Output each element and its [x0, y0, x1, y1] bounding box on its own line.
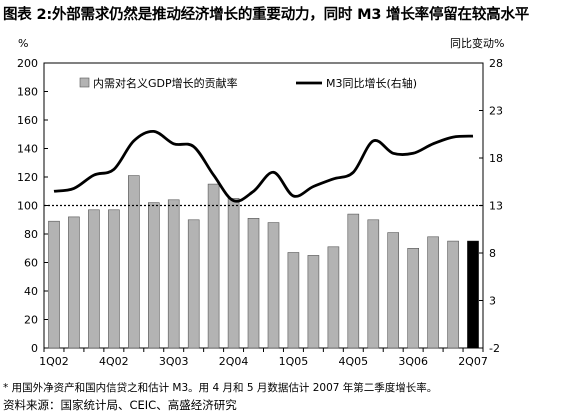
m3-growth-line	[53, 129, 474, 203]
y-right-tick-label: 8	[489, 247, 496, 260]
y-left-tick-label: 60	[24, 257, 38, 270]
bar-2Q07	[467, 240, 479, 349]
y-left-tick-label: 0	[31, 342, 38, 355]
y-left-tick-label: 140	[17, 143, 38, 156]
y-left-tick-label: 100	[17, 200, 38, 213]
bar-2Q05	[307, 255, 320, 349]
bar-2Q06	[387, 232, 400, 349]
y-left-tick-label: 80	[24, 228, 38, 241]
bar-4Q03	[187, 219, 200, 349]
chart-footnote: * 用国外净资产和国内信贷之和估计 M3。用 4 月和 5 月数据估计 2007…	[3, 382, 438, 394]
bar-1Q03	[128, 175, 140, 349]
y-right-tick-label: 23	[489, 105, 503, 118]
y-left-tick-label: 180	[17, 86, 38, 99]
bar-1Q04	[207, 183, 220, 349]
x-tick-label: 2Q07	[458, 355, 488, 368]
y-right-tick-label: 3	[489, 295, 496, 308]
bar-4Q02	[108, 209, 120, 349]
bar-1Q05	[287, 252, 300, 349]
bar-1Q06	[367, 219, 380, 349]
x-tick-label: 4Q05	[338, 355, 368, 368]
bar-3Q03	[167, 199, 180, 349]
legend-swatch-bar	[79, 77, 90, 88]
x-tick-label: 2Q04	[219, 355, 249, 368]
y-left-tick-label: 20	[24, 314, 38, 327]
bar-3Q04	[247, 218, 260, 349]
bar-3Q02	[88, 209, 100, 349]
bar-3Q06	[407, 248, 420, 349]
chart-title-text: 外部需求仍然是推动经济增长的重要动力，同时 M3 增长率停留在较高水平	[51, 7, 530, 23]
bar-4Q05	[347, 213, 360, 349]
legend-label-line: M3同比增长(右轴)	[326, 76, 417, 90]
y-left-axis-label: %	[18, 37, 28, 50]
y-right-axis-label: 同比变动%	[450, 36, 504, 50]
x-tick-label: 3Q06	[398, 355, 428, 368]
y-right-tick-label: 28	[489, 57, 503, 70]
bar-3Q05	[327, 246, 340, 349]
y-left-tick-label: 200	[17, 57, 38, 70]
bar-2Q04	[227, 198, 240, 349]
bar-1Q07	[447, 240, 459, 349]
x-tick-label: 4Q02	[99, 355, 129, 368]
x-tick-label: 1Q05	[279, 355, 309, 368]
chart-title: 图表 2:外部需求仍然是推动经济增长的重要动力，同时 M3 增长率停留在较高水平	[3, 3, 529, 24]
x-tick-label: 1Q02	[39, 355, 69, 368]
y-right-tick-label: 18	[489, 152, 503, 165]
y-left-tick-label: 40	[24, 285, 38, 298]
bar-4Q04	[267, 222, 280, 349]
y-left-tick-label: 120	[17, 171, 38, 184]
legend-label-bar: 内需对名义GDP增长的贡献率	[93, 76, 238, 90]
chart-source: 资料来源：国家统计局、CEIC、高盛经济研究	[3, 398, 237, 412]
bar-1Q02	[48, 220, 60, 349]
y-right-tick-label: 13	[489, 200, 503, 213]
x-tick-label: 3Q03	[159, 355, 189, 368]
chart-title-prefix: 图表 2:	[3, 7, 52, 23]
y-right-tick-label: -2	[489, 342, 500, 355]
bar-4Q06	[427, 236, 439, 349]
bar-2Q02	[68, 216, 80, 349]
bar-2Q03	[148, 202, 160, 349]
y-left-tick-label: 160	[17, 114, 38, 127]
